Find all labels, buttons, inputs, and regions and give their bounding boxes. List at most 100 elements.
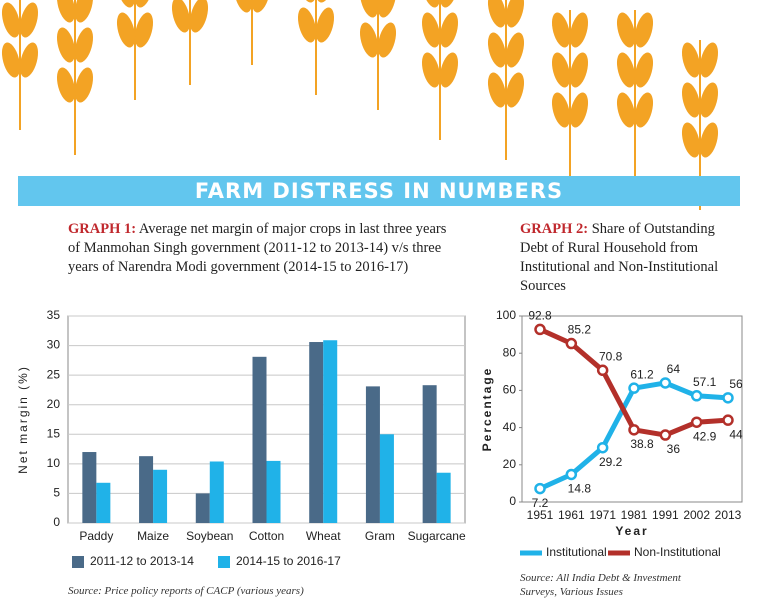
x-tick-label: 1991 [652,508,679,522]
data-label: 61.2 [630,367,654,381]
wheat-decoration [167,0,213,86]
point [628,382,640,394]
point [534,323,546,336]
wheat-decoration [483,0,529,161]
y-tick-label: 5 [53,486,60,500]
data-label: 29.2 [599,455,623,469]
data-label: 14.8 [568,482,592,496]
point [565,468,578,481]
source-note: Source: Price policy reports of CACP (va… [68,585,304,597]
x-tick-label: Sugarcane [408,529,466,543]
wheat-decoration [547,9,593,181]
point [596,364,609,377]
point [690,390,703,402]
y-tick-label: 30 [47,338,61,352]
x-tick-label: Gram [365,529,395,543]
point [659,377,672,389]
data-label: 42.9 [693,429,717,443]
y-tick-label: 100 [496,308,516,322]
x-tick-label: Cotton [249,529,284,543]
point [628,424,640,436]
y-tick-label: 20 [47,397,61,411]
x-tick-label: 1971 [589,508,616,522]
graph-1-title: GRAPH 1: Average net margin of major cro… [68,220,448,277]
wheat-decoration [0,0,43,131]
y-axis-label: Percentage [480,367,494,452]
graph-title: Share of Outstanding Debt of Rural House… [520,221,719,294]
bar [82,452,97,523]
legend-label: Institutional [546,545,607,559]
legend-swatch [72,556,84,568]
wheat-decoration [52,0,98,156]
point [722,414,734,426]
legend-label: Non-Institutional [634,545,721,559]
wheat-decoration [112,0,158,101]
x-tick-label: Maize [137,529,169,543]
bar [252,356,267,523]
wheat-decoration [417,0,463,141]
data-label: 57.1 [693,375,717,389]
bar [422,385,437,523]
data-label: 38.8 [630,437,654,451]
y-tick-label: 15 [47,426,61,440]
bar [323,340,338,523]
point [596,441,609,454]
y-tick-label: 25 [47,367,61,381]
y-axis-label: Net margin (%) [16,365,30,474]
x-tick-label: 1961 [558,508,585,522]
wheat-decoration [612,9,658,181]
bar [195,493,210,523]
graph-label: GRAPH 2: [520,221,589,237]
point [690,416,703,428]
data-label: 92.8 [528,309,552,323]
legend-label: 2014-15 to 2016-17 [236,554,341,568]
x-tick-label: 1951 [527,508,554,522]
x-axis-label: Year [615,524,648,538]
wheat-decoration [229,0,275,66]
bar [153,469,168,523]
y-tick-label: 80 [503,345,517,359]
data-label: 70.8 [599,349,623,363]
data-label: 44 [729,427,743,441]
legend-swatch [218,556,230,568]
x-tick-label: 2013 [715,508,742,522]
bar [139,456,154,523]
bar [379,434,394,523]
wheat-decoration [355,0,401,111]
plot-area [521,315,743,503]
legend-label: 2011-12 to 2013-14 [90,554,194,568]
graph-label: GRAPH 1: [68,221,137,237]
y-tick-label: 0 [509,494,516,508]
y-tick-label: 35 [47,308,61,322]
data-label: 56 [729,377,743,391]
graph-2-title: GRAPH 2: Share of Outstanding Debt of Ru… [520,220,740,296]
x-tick-label: Soybean [186,529,233,543]
x-tick-label: 2002 [683,508,710,522]
bar [266,460,281,523]
bar [309,342,324,523]
bar [209,461,224,523]
data-label: 85.2 [568,323,592,337]
point [534,482,546,495]
x-tick-label: Wheat [306,529,341,543]
banner-title: FARM DISTRESS IN NUMBERS [18,176,740,206]
point [722,392,734,404]
x-tick-label: Paddy [79,529,113,543]
y-tick-label: 40 [503,420,517,434]
y-tick-label: 60 [503,383,517,397]
data-label: 64 [667,362,681,376]
bar [365,386,380,523]
y-tick-label: 10 [47,456,61,470]
x-tick-label: 1981 [621,508,648,522]
point [659,429,672,441]
data-label: 7.2 [532,496,549,510]
data-label: 36 [667,442,681,456]
bar [436,472,451,523]
source-note: Source: All India Debt & Investment Surv… [520,572,681,598]
point [565,337,578,350]
wheat-decoration [293,0,339,96]
graph-title: Average net margin of major crops in las… [68,221,447,275]
y-tick-label: 20 [503,457,517,471]
